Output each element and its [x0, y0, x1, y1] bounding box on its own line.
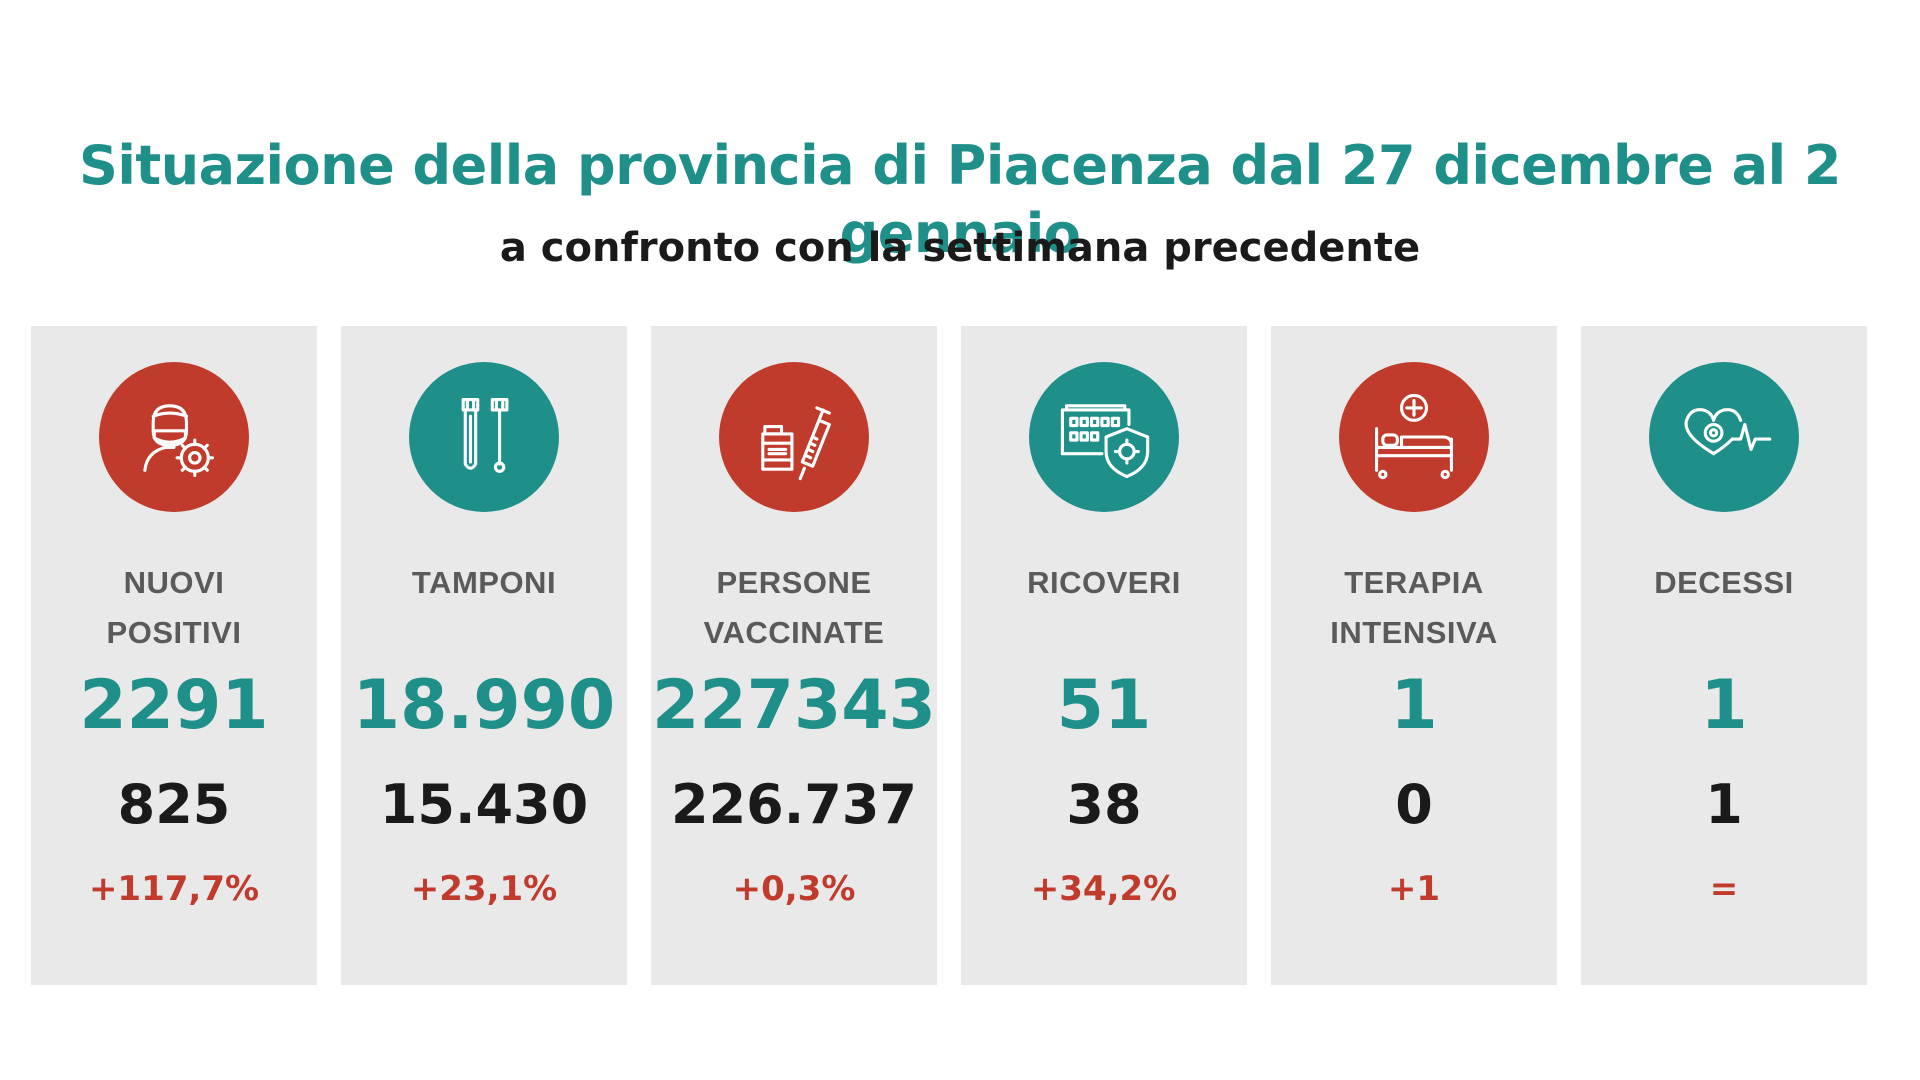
page-subtitle: a confronto con la settimana precedente — [499, 225, 1421, 271]
card-label: TERAPIA INTENSIVA — [1330, 565, 1498, 650]
card-terapia-intensiva: TERAPIA INTENSIVA 1 0 +1 — [1271, 326, 1557, 985]
swab-test-tubes-icon — [409, 362, 559, 512]
card-label: DECESSI — [1654, 565, 1794, 600]
card-tamponi: TAMPONI 18.990 15.430 +23,1% — [341, 326, 627, 985]
change-value: +0,3% — [732, 869, 856, 909]
card-decessi: DECESSI 1 1 = — [1581, 326, 1867, 985]
card-label: RICOVERI — [1027, 565, 1181, 600]
change-value: +23,1% — [410, 869, 558, 909]
change-value: +117,7% — [88, 869, 260, 909]
hospital-bed-icon — [1339, 362, 1489, 512]
card-persone-vaccinate: PERSONE VACCINATE 227343 226.737 +0,3% — [651, 326, 937, 985]
masked-person-virus-icon — [99, 362, 249, 512]
card-nuovi-positivi: NUOVI POSITIVI 2291 825 +117,7% — [31, 326, 317, 985]
previous-value: 38 — [1066, 773, 1142, 836]
current-value: 1 — [1700, 666, 1748, 745]
current-value: 51 — [1056, 666, 1152, 745]
previous-value: 0 — [1395, 773, 1433, 836]
card-label: TAMPONI — [411, 565, 557, 600]
card-label: NUOVI POSITIVI — [106, 565, 242, 650]
change-value: = — [1709, 869, 1739, 909]
current-value: 227343 — [652, 666, 936, 745]
hospital-shield-virus-icon — [1029, 362, 1179, 512]
stat-cards: NUOVI POSITIVI 2291 825 +117,7% TAMPONI 1… — [31, 326, 1867, 985]
page-title: Situazione della provincia di Piacenza d… — [78, 134, 1842, 265]
card-label: PERSONE VACCINATE — [703, 565, 885, 650]
vaccine-vial-syringe-icon — [719, 362, 869, 512]
change-value: +1 — [1387, 869, 1441, 909]
card-ricoveri: RICOVERI 51 38 +34,2% — [961, 326, 1247, 985]
previous-value: 1 — [1705, 773, 1743, 836]
previous-value: 825 — [117, 773, 231, 836]
previous-value: 15.430 — [379, 773, 589, 836]
heart-pulse-icon — [1649, 362, 1799, 512]
change-value: +34,2% — [1030, 869, 1178, 909]
current-value: 2291 — [79, 666, 269, 745]
current-value: 1 — [1390, 666, 1438, 745]
current-value: 18.990 — [352, 666, 616, 745]
previous-value: 226.737 — [671, 773, 917, 836]
